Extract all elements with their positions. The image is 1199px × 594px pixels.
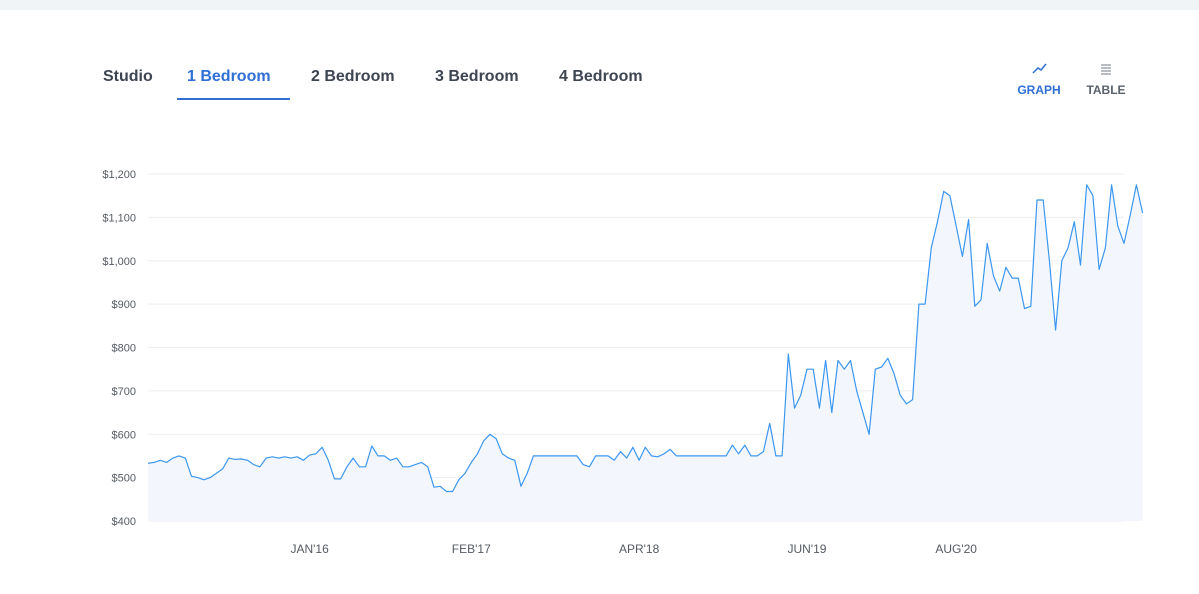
y-tick-label: $1,000 [102,256,136,268]
tab-underline [177,98,290,100]
area [148,184,1143,522]
table-button[interactable]: TABLE [1086,83,1126,97]
y-tick-label: $700 [112,386,136,398]
graph-button[interactable]: GRAPH [1017,83,1061,97]
y-tick-label: $900 [112,299,136,311]
tab[interactable]: 4 Bedroom [559,68,643,85]
top-strip [0,0,1199,10]
y-tick-label: $400 [112,516,136,528]
x-tick-label: JUN'19 [787,542,826,556]
tab[interactable]: 2 Bedroom [311,68,395,85]
x-tick-label: AUG'20 [935,542,977,556]
tab[interactable]: Studio [103,68,153,85]
table-icon [1101,64,1111,75]
tab-active[interactable]: 1 Bedroom [187,68,271,85]
graph-icon [1032,63,1047,74]
x-tick-label: JAN'16 [290,542,329,556]
x-tick-label: FEB'17 [452,542,491,556]
tab[interactable]: 3 Bedroom [435,68,519,85]
y-tick-label: $600 [112,429,136,441]
y-tick-label: $500 [112,473,136,485]
x-tick-label: APR'18 [619,542,660,556]
y-tick-label: $800 [112,343,136,355]
y-tick-label: $1,100 [102,212,136,224]
y-tick-label: $1,200 [102,169,136,181]
line [147,184,1144,493]
